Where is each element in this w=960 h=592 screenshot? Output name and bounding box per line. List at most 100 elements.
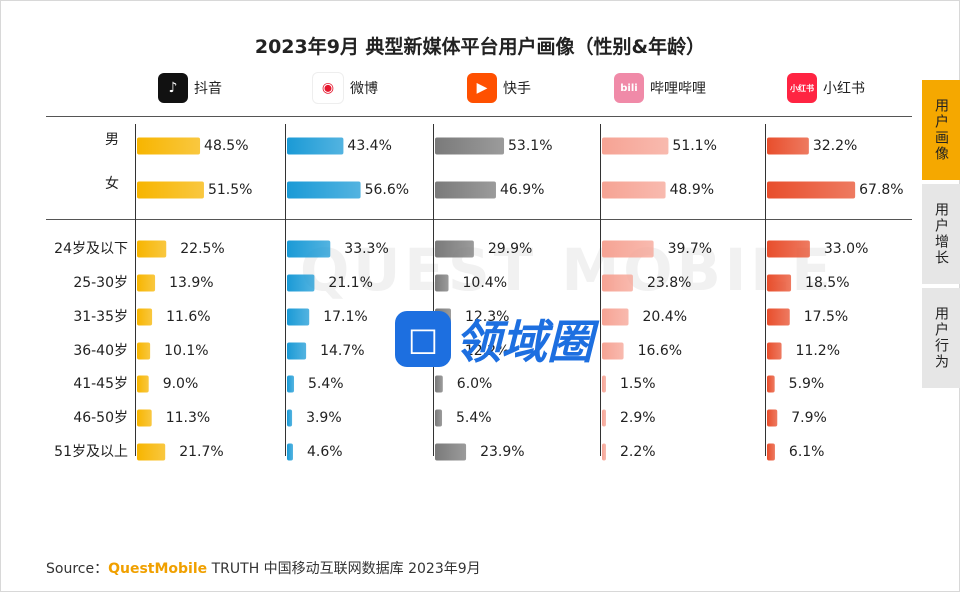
gender-data-label: 43.4%	[347, 138, 391, 154]
age-data-label: 6.1%	[789, 444, 825, 460]
gender-data-label: 32.2%	[813, 138, 857, 154]
gender-bar	[137, 181, 204, 199]
age-bar	[435, 240, 474, 258]
background-watermark-text: QUEST MOBILE	[300, 236, 835, 304]
gender-data-label: 48.9%	[670, 182, 714, 198]
weibo-logo-icon: ◉	[312, 72, 344, 104]
gender-data-label: 46.9%	[500, 182, 544, 198]
age-data-label: 5.4%	[456, 410, 492, 426]
age-bar	[602, 342, 624, 360]
gender-data-label: 48.5%	[204, 138, 248, 154]
age-data-label: 7.9%	[791, 410, 827, 426]
age-bar	[137, 375, 149, 393]
age-category-label: 46-50岁	[73, 410, 128, 426]
xiaohongshu-logo-icon: 小红书	[787, 73, 817, 103]
age-data-label: 29.9%	[488, 241, 532, 257]
bilibili-logo-icon: bili	[614, 73, 644, 103]
age-bar	[287, 443, 293, 461]
age-bar	[137, 443, 166, 461]
kuaishou-logo-icon: ▶	[467, 73, 497, 103]
column-separator	[285, 124, 286, 456]
column-separator	[433, 124, 434, 456]
gender-bar	[435, 181, 496, 199]
gender-data-label: 67.8%	[859, 182, 903, 198]
gender-bar	[767, 181, 856, 199]
gender-data-label: 56.6%	[365, 182, 409, 198]
age-bar	[137, 308, 153, 326]
age-data-label: 18.5%	[805, 275, 849, 291]
lingyuquan-watermark: □ 领域圈	[395, 306, 593, 372]
age-bar	[435, 375, 443, 393]
age-data-label: 9.0%	[163, 376, 199, 392]
age-data-label: 20.4%	[643, 309, 687, 325]
column-separator	[135, 124, 136, 456]
gender-data-label: 51.5%	[208, 182, 252, 198]
platform-label: 微博	[350, 81, 378, 97]
age-category-label: 41-45岁	[73, 376, 128, 392]
age-data-label: 3.9%	[306, 410, 342, 426]
gender-bar	[602, 137, 669, 155]
age-category-label: 31-35岁	[73, 309, 128, 325]
age-bar	[767, 240, 810, 258]
gender-data-label: 53.1%	[508, 138, 552, 154]
gender-category-label: 女	[105, 175, 119, 192]
age-bar	[767, 409, 778, 427]
age-bar	[137, 409, 152, 427]
gender-bar	[137, 137, 201, 155]
age-data-label: 2.9%	[620, 410, 656, 426]
age-bar	[602, 409, 606, 427]
age-bar	[435, 443, 467, 461]
lingyuquan-logo-icon: □	[395, 311, 451, 367]
source-prefix: Source：	[46, 561, 109, 577]
age-data-label: 14.7%	[320, 343, 364, 359]
age-bar	[287, 342, 307, 360]
age-data-label: 5.4%	[308, 376, 344, 392]
gender-bar	[287, 181, 361, 199]
age-data-label: 4.6%	[307, 444, 343, 460]
tab-user-profile[interactable]: 用户画像	[922, 80, 960, 180]
tab-user-growth[interactable]: 用户增长	[922, 184, 960, 284]
age-bar	[767, 308, 790, 326]
age-data-label: 11.6%	[166, 309, 210, 325]
age-category-label: 51岁及以上	[54, 444, 128, 460]
age-data-label: 11.2%	[796, 343, 840, 359]
age-bar	[137, 274, 156, 292]
age-bar	[287, 308, 310, 326]
age-data-label: 16.6%	[638, 343, 682, 359]
age-category-label: 25-30岁	[73, 275, 128, 291]
age-category-label: 36-40岁	[73, 343, 128, 359]
age-data-label: 10.1%	[164, 343, 208, 359]
gender-data-label: 51.1%	[672, 138, 716, 154]
platform-header-kuaishou: ▶ 快手	[467, 72, 531, 104]
platform-header-douyin: ♪ 抖音	[158, 72, 222, 104]
age-data-label: 17.1%	[323, 309, 367, 325]
source-note: Source：QuestMobile TRUTH 中国移动互联网数据库 2023…	[46, 558, 481, 578]
gender-category-label: 男	[105, 132, 119, 148]
platform-label: 哔哩哔哩	[650, 81, 706, 97]
age-bar	[435, 409, 443, 427]
watermark-text: 领域圈	[455, 315, 593, 369]
age-data-label: 21.1%	[328, 275, 372, 291]
age-data-label: 11.3%	[166, 410, 210, 426]
age-data-label: 2.2%	[620, 444, 656, 460]
tab-user-behavior[interactable]: 用户行为	[922, 288, 960, 388]
age-data-label: 17.5%	[804, 309, 848, 325]
douyin-logo-icon: ♪	[158, 73, 188, 103]
platform-label: 小红书	[823, 81, 865, 97]
age-data-label: 23.8%	[647, 275, 691, 291]
age-data-label: 13.9%	[169, 275, 213, 291]
age-bar	[767, 375, 775, 393]
age-bar	[287, 409, 293, 427]
age-data-label: 5.9%	[789, 376, 825, 392]
gender-bar	[435, 137, 505, 155]
platform-header-xiaohongshu: 小红书 小红书	[787, 72, 865, 104]
age-bar	[602, 375, 606, 393]
gender-bar	[602, 181, 666, 199]
column-separator	[600, 124, 601, 456]
age-bar	[137, 342, 151, 360]
age-data-label: 12.2%	[465, 343, 509, 359]
age-data-label: 23.9%	[480, 444, 524, 460]
age-bar	[287, 240, 331, 258]
age-data-label: 22.5%	[180, 241, 224, 257]
